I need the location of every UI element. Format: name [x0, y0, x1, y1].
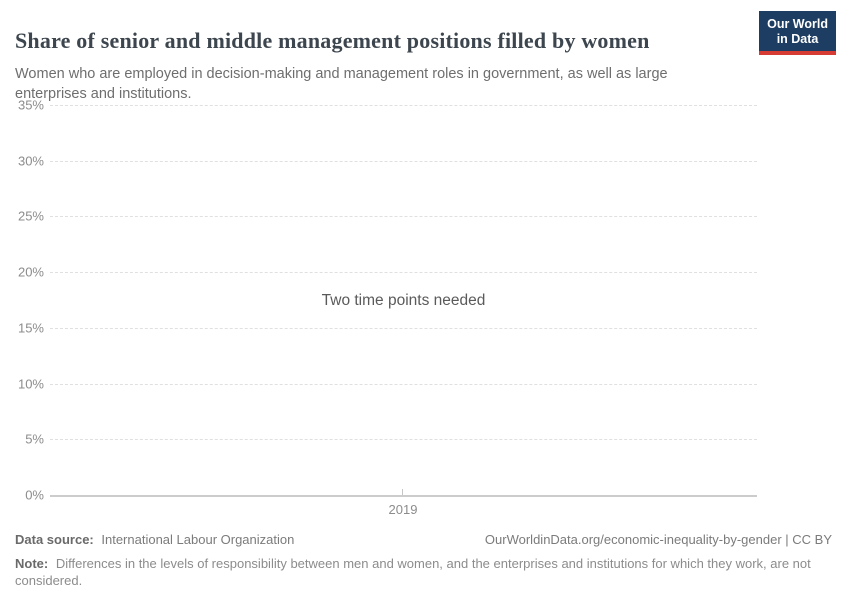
y-axis-tick-label: 0%	[25, 487, 44, 503]
page-title: Share of senior and middle management po…	[15, 27, 650, 53]
y-axis-tick-label: 15%	[17, 320, 44, 336]
data-source: Data source: International Labour Organi…	[15, 532, 294, 548]
chart-footer: Data source: International Labour Organi…	[15, 532, 832, 589]
y-axis-tick-label: 5%	[25, 431, 44, 447]
gridline	[50, 327, 757, 329]
owid-url-link[interactable]: OurWorldinData.org/economic-inequality-b…	[484, 532, 832, 547]
empty-chart-message: Two time points needed	[321, 292, 486, 309]
data-source-value: International Labour Organization	[101, 532, 295, 547]
source-row: Data source: International Labour Organi…	[15, 532, 832, 548]
gridline	[50, 383, 757, 385]
y-axis-tick-label: 20%	[17, 264, 44, 280]
y-axis-tick-label: 10%	[17, 376, 44, 392]
x-axis-tick	[402, 489, 403, 495]
logo-line-2: in Data	[776, 32, 819, 46]
logo-line-1: Our World	[767, 17, 828, 31]
gridline	[50, 216, 757, 218]
our-world-in-data-logo[interactable]: Our World in Data	[759, 11, 836, 55]
note: Note: Differences in the levels of respo…	[15, 555, 827, 589]
x-axis-label: 2019	[388, 502, 418, 517]
y-axis-tick-label: 35%	[17, 97, 44, 113]
x-axis-line	[50, 495, 757, 497]
data-source-label: Data source:	[15, 532, 94, 547]
chart-subtitle: Women who are employed in decision-makin…	[15, 65, 668, 102]
gridline	[50, 105, 757, 106]
gridline	[50, 272, 757, 274]
gridline	[50, 439, 757, 441]
note-value: Differences in the levels of responsibil…	[15, 556, 811, 588]
note-label: Note:	[15, 556, 49, 571]
y-axis-tick-label: 30%	[17, 153, 44, 169]
y-axis-tick-label: 25%	[17, 208, 44, 224]
gridline	[50, 160, 757, 162]
